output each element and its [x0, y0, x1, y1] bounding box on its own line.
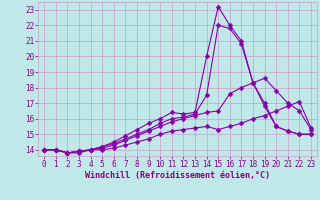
X-axis label: Windchill (Refroidissement éolien,°C): Windchill (Refroidissement éolien,°C) [85, 171, 270, 180]
